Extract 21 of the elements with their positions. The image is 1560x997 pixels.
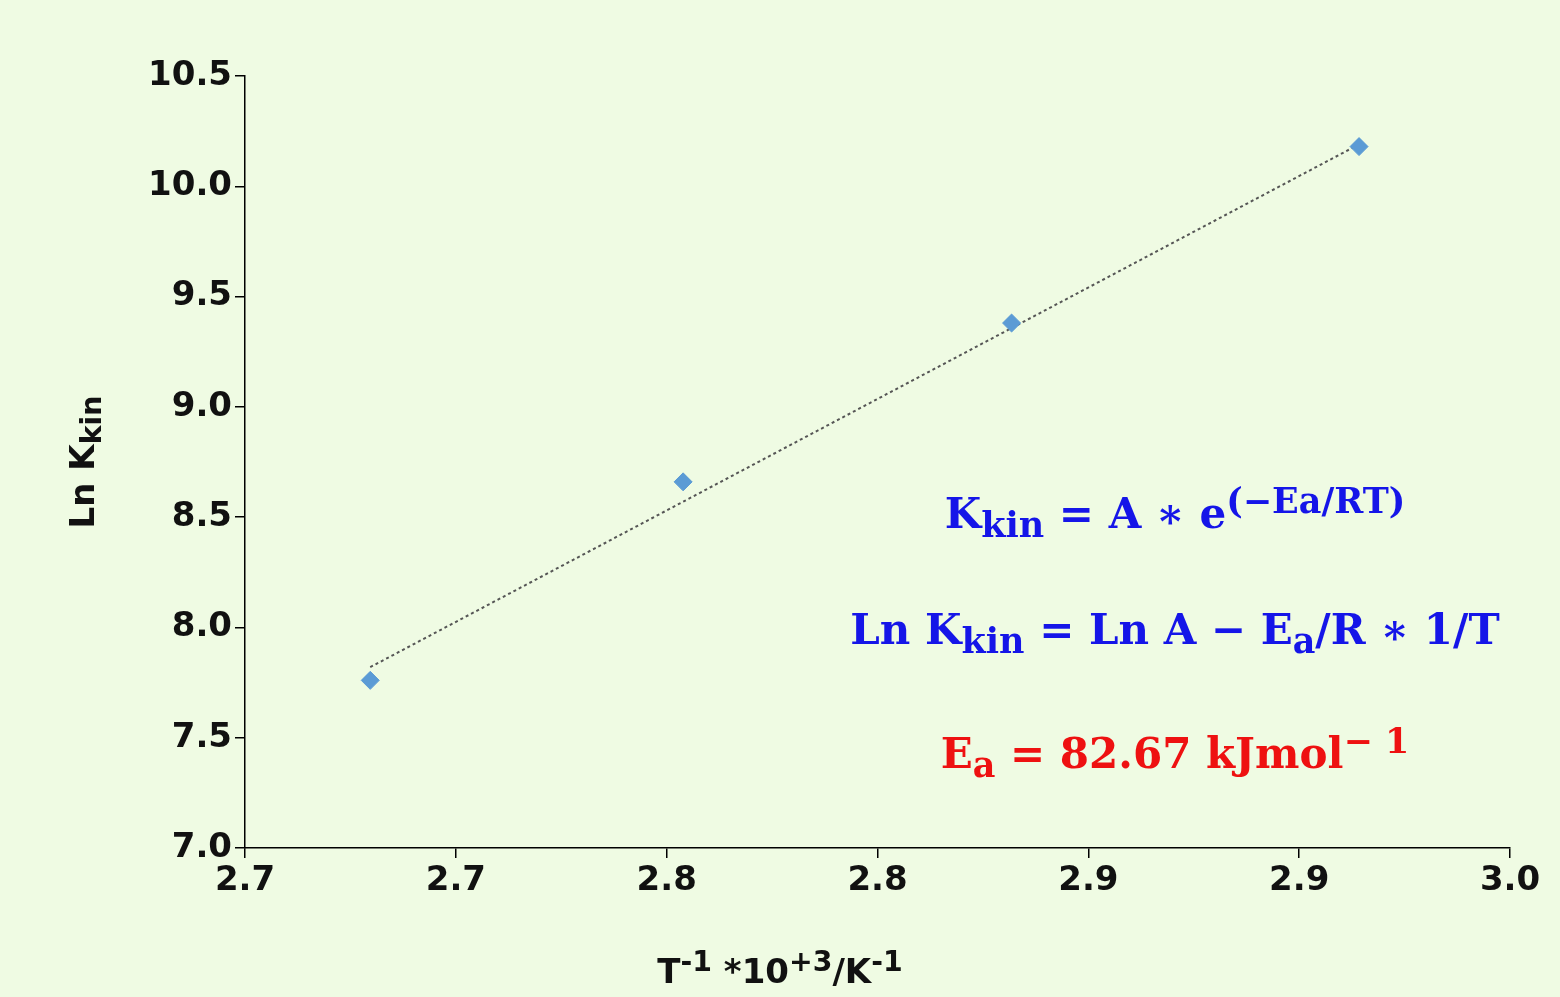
x-tick-label: 3.0 bbox=[1479, 858, 1541, 899]
y-tick-label: 8.5 bbox=[171, 493, 232, 534]
annotation: Ln K$_{kin}$ = Ln A − E$_{a}$/R ∗ 1/T bbox=[850, 605, 1500, 662]
x-tick-label: 2.9 bbox=[1058, 858, 1119, 899]
x-tick-label: 2.8 bbox=[847, 858, 908, 899]
y-tick-label: 7.5 bbox=[171, 714, 232, 755]
x-tick-label: 2.7 bbox=[425, 858, 486, 899]
y-tick-label: 8.0 bbox=[171, 604, 232, 645]
y-tick-label: 10.0 bbox=[148, 163, 232, 204]
point bbox=[1002, 313, 1022, 333]
annotation: E$_{a}$ = 82.67 kJmol$^{− 1}$ bbox=[940, 720, 1410, 786]
point bbox=[673, 472, 693, 492]
annotation: K$_{kin}$ = A ∗ e$^{(−Ea/RT)}$ bbox=[944, 480, 1406, 546]
y-tick-label: 10.5 bbox=[148, 52, 232, 93]
x-tick-label: 2.9 bbox=[1269, 858, 1330, 899]
y-tick-label: 9.5 bbox=[171, 273, 232, 314]
point bbox=[360, 670, 380, 690]
x-tick-label: 2.8 bbox=[636, 858, 697, 899]
y-tick-label: 9.0 bbox=[171, 383, 232, 424]
point bbox=[1349, 137, 1369, 157]
x-axis-title: T$^{-1}$ *10$^{+3}$/K$^{-1}$ bbox=[657, 945, 903, 992]
